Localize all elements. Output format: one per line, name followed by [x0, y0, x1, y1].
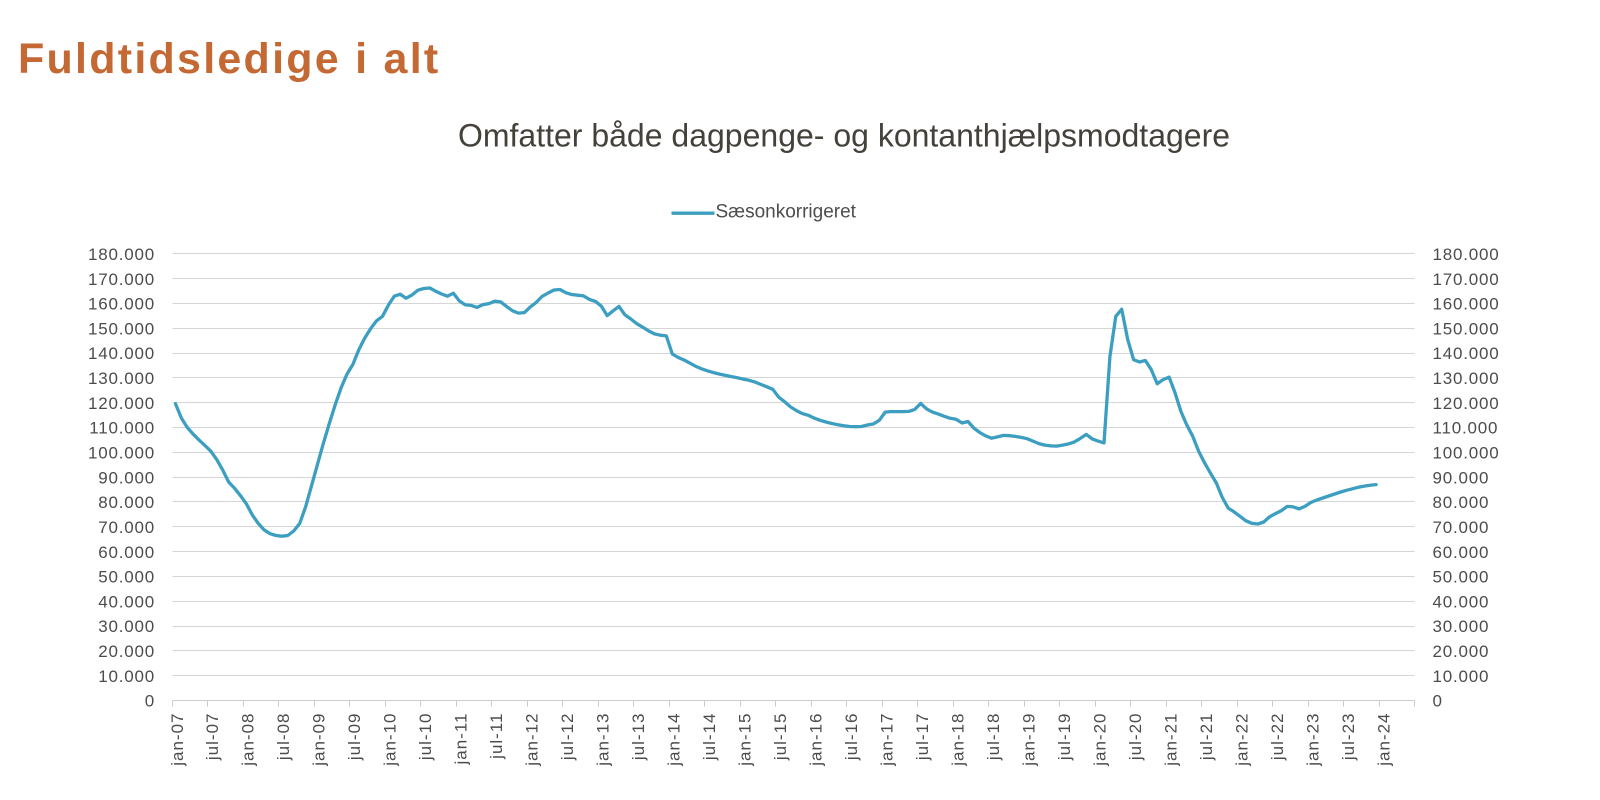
- svg-text:70.000: 70.000: [98, 518, 155, 537]
- svg-text:jan-12: jan-12: [523, 713, 542, 767]
- svg-text:100.000: 100.000: [88, 444, 155, 463]
- svg-text:160.000: 160.000: [88, 295, 155, 314]
- svg-text:150.000: 150.000: [1433, 319, 1500, 338]
- svg-text:Fuldtidsledige i alt: Fuldtidsledige i alt: [18, 35, 440, 83]
- svg-text:20.000: 20.000: [98, 642, 155, 661]
- svg-text:jul-13: jul-13: [629, 713, 648, 762]
- svg-text:130.000: 130.000: [88, 369, 155, 388]
- svg-text:jul-22: jul-22: [1268, 713, 1287, 762]
- svg-text:160.000: 160.000: [1433, 295, 1500, 314]
- svg-text:60.000: 60.000: [1433, 543, 1490, 562]
- svg-text:0: 0: [145, 692, 155, 711]
- svg-text:jul-17: jul-17: [913, 713, 932, 762]
- svg-text:30.000: 30.000: [98, 617, 155, 636]
- svg-text:jan-17: jan-17: [878, 713, 897, 767]
- svg-text:jan-20: jan-20: [1090, 713, 1109, 767]
- svg-text:jan-21: jan-21: [1161, 713, 1180, 767]
- svg-text:jan-11: jan-11: [452, 713, 471, 766]
- svg-text:110.000: 110.000: [89, 419, 155, 438]
- svg-text:jul-18: jul-18: [984, 713, 1003, 762]
- svg-text:140.000: 140.000: [88, 344, 155, 363]
- svg-text:jan-08: jan-08: [239, 713, 258, 767]
- svg-text:jan-07: jan-07: [168, 713, 187, 767]
- svg-text:80.000: 80.000: [1433, 493, 1490, 512]
- svg-text:70.000: 70.000: [1433, 518, 1490, 537]
- svg-text:jan-19: jan-19: [1019, 713, 1038, 767]
- svg-text:jul-08: jul-08: [274, 713, 293, 762]
- svg-text:jan-24: jan-24: [1374, 713, 1393, 767]
- svg-text:0: 0: [1433, 692, 1443, 711]
- svg-text:jan-22: jan-22: [1232, 713, 1251, 767]
- svg-text:jul-10: jul-10: [416, 713, 435, 762]
- svg-text:120.000: 120.000: [88, 394, 155, 413]
- svg-text:jan-10: jan-10: [381, 713, 400, 767]
- svg-text:130.000: 130.000: [1433, 369, 1500, 388]
- svg-text:jul-11: jul-11: [487, 713, 506, 760]
- svg-text:60.000: 60.000: [98, 543, 155, 562]
- svg-text:140.000: 140.000: [1433, 344, 1500, 363]
- svg-text:Sæsonkorrigeret: Sæsonkorrigeret: [716, 202, 857, 223]
- svg-text:jul-12: jul-12: [558, 713, 577, 762]
- svg-text:110.000: 110.000: [1433, 419, 1499, 438]
- svg-text:jan-14: jan-14: [665, 713, 684, 767]
- svg-text:jul-09: jul-09: [345, 713, 364, 762]
- svg-text:90.000: 90.000: [98, 468, 155, 487]
- svg-text:170.000: 170.000: [88, 270, 155, 289]
- svg-text:jul-21: jul-21: [1197, 713, 1216, 762]
- svg-text:30.000: 30.000: [1433, 617, 1490, 636]
- svg-text:20.000: 20.000: [1433, 642, 1490, 661]
- svg-text:170.000: 170.000: [1433, 270, 1500, 289]
- svg-text:10.000: 10.000: [98, 667, 155, 686]
- svg-text:jan-15: jan-15: [736, 713, 755, 767]
- svg-text:jul-20: jul-20: [1126, 713, 1145, 762]
- svg-text:jan-09: jan-09: [310, 713, 329, 767]
- svg-text:10.000: 10.000: [1433, 667, 1490, 686]
- svg-text:jan-23: jan-23: [1303, 713, 1322, 767]
- svg-text:jan-16: jan-16: [807, 713, 826, 767]
- svg-text:jul-19: jul-19: [1055, 713, 1074, 762]
- svg-text:jul-14: jul-14: [700, 713, 719, 762]
- svg-text:90.000: 90.000: [1433, 468, 1490, 487]
- svg-text:Omfatter både dagpenge- og kon: Omfatter både dagpenge- og kontanthjælps…: [458, 118, 1230, 154]
- svg-text:jul-15: jul-15: [771, 713, 790, 762]
- svg-text:jan-13: jan-13: [594, 713, 613, 767]
- svg-text:180.000: 180.000: [88, 245, 155, 264]
- svg-text:jul-16: jul-16: [842, 713, 861, 762]
- svg-text:40.000: 40.000: [98, 592, 155, 611]
- svg-text:100.000: 100.000: [1433, 444, 1500, 463]
- svg-text:50.000: 50.000: [1433, 568, 1490, 587]
- svg-text:jul-07: jul-07: [203, 713, 222, 762]
- svg-text:40.000: 40.000: [1433, 592, 1490, 611]
- svg-text:80.000: 80.000: [98, 493, 155, 512]
- svg-text:50.000: 50.000: [98, 568, 155, 587]
- svg-text:150.000: 150.000: [88, 319, 155, 338]
- svg-text:180.000: 180.000: [1433, 245, 1500, 264]
- svg-text:jul-23: jul-23: [1339, 713, 1358, 762]
- svg-text:120.000: 120.000: [1433, 394, 1500, 413]
- svg-text:jan-18: jan-18: [948, 713, 967, 767]
